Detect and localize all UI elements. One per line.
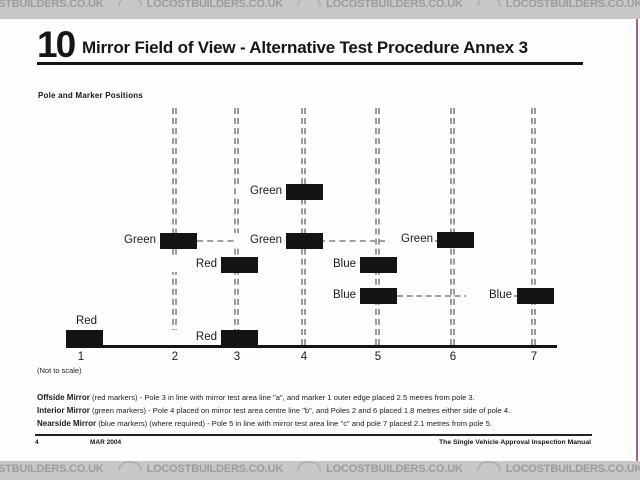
marker-label-red-pole3-upper: Red bbox=[171, 257, 219, 272]
marker-label-blue-pole5-upper: Blue bbox=[308, 257, 358, 272]
note-lead: Nearside Mirror bbox=[37, 419, 97, 429]
marker-green-pole6 bbox=[437, 232, 474, 248]
pole-line-6 bbox=[450, 108, 455, 345]
marker-green-pole2 bbox=[160, 233, 197, 249]
marker-label-green-pole4-top: Green bbox=[236, 184, 284, 199]
watermark-text: LOCOSTBUILDERS.CO.UK bbox=[146, 463, 284, 475]
note-text: (blue markers) (where required) - Pole 5… bbox=[96, 419, 492, 429]
marker-label-green-pole2: Green bbox=[108, 233, 158, 248]
marker-red-pole3-base bbox=[221, 330, 258, 346]
locostbuilders-logo-icon bbox=[476, 0, 501, 6]
marker-red-pole1 bbox=[66, 330, 103, 346]
locostbuilders-logo-icon bbox=[117, 461, 142, 471]
pole-number-5: 5 bbox=[374, 351, 382, 363]
page-title: Mirror Field of View - Alternative Test … bbox=[82, 38, 528, 57]
locostbuilders-logo-icon bbox=[117, 0, 142, 6]
watermark-item: LOCOSTBUILDERS.CO.UK bbox=[0, 462, 104, 477]
locostbuilders-logo-icon bbox=[476, 461, 501, 471]
marker-label-red-pole3-base: Red bbox=[171, 330, 219, 345]
pole-line-7 bbox=[531, 108, 536, 345]
note-nearside-mirror: Nearside Mirror (blue markers) (where re… bbox=[37, 417, 603, 430]
marker-label-green-pole6: Green bbox=[385, 232, 435, 247]
pole-number-1: 1 bbox=[77, 351, 85, 363]
watermark-band-bottom: LOCOSTBUILDERS.CO.UK LOCOSTBUILDERS.CO.U… bbox=[0, 461, 640, 480]
watermark-text: LOCOSTBUILDERS.CO.UK bbox=[505, 0, 640, 10]
diagram-heading: Pole and Marker Positions bbox=[38, 91, 144, 100]
watermark-band-top: LOCOSTBUILDERS.CO.UK LOCOSTBUILDERS.CO.U… bbox=[0, 0, 640, 19]
marker-blue-pole7 bbox=[517, 288, 554, 304]
marker-label-blue-pole5-lower: Blue bbox=[308, 288, 358, 303]
marker-blue-pole5-lower bbox=[360, 288, 397, 304]
watermark-row: LOCOSTBUILDERS.CO.UK LOCOSTBUILDERS.CO.U… bbox=[0, 0, 640, 12]
chapter-number: 10 bbox=[37, 24, 76, 65]
footer-rule bbox=[35, 434, 592, 436]
footer-date: MAR 2004 bbox=[90, 439, 122, 446]
watermark-text: LOCOSTBUILDERS.CO.UK bbox=[0, 0, 104, 10]
blue-row-connector bbox=[397, 295, 518, 297]
marker-label-blue-pole7: Blue bbox=[466, 288, 514, 303]
marker-green-pole4-top bbox=[286, 184, 323, 200]
watermark-text: LOCOSTBUILDERS.CO.UK bbox=[505, 463, 640, 475]
marker-label-red-pole1: Red bbox=[66, 314, 107, 329]
locostbuilders-logo-icon bbox=[297, 461, 322, 471]
pole-number-3: 3 bbox=[233, 351, 241, 363]
watermark-item: LOCOSTBUILDERS.CO.UK bbox=[476, 461, 640, 477]
pole-line-2 bbox=[172, 108, 177, 345]
footer-page-number: 4 bbox=[35, 439, 39, 446]
footer-manual-title: The Single Vehicle Approval Inspection M… bbox=[439, 439, 591, 446]
mirror-notes: Offside Mirror (red markers) - Pole 3 in… bbox=[37, 391, 603, 431]
marker-label-green-pole4: Green bbox=[234, 233, 284, 248]
note-lead: Interior Mirror bbox=[37, 406, 90, 416]
pole-number-7: 7 bbox=[530, 351, 538, 363]
title-rule bbox=[37, 62, 583, 65]
watermark-item: LOCOSTBUILDERS.CO.UK bbox=[297, 461, 463, 477]
note-text: (green markers) - Pole 4 placed on mirro… bbox=[89, 406, 511, 416]
pole-number-6: 6 bbox=[449, 351, 457, 363]
watermark-text: LOCOSTBUILDERS.CO.UK bbox=[0, 463, 104, 475]
diagram-baseline bbox=[66, 345, 557, 348]
watermark-text: LOCOSTBUILDERS.CO.UK bbox=[326, 0, 463, 10]
pole-line-5 bbox=[375, 108, 380, 345]
pole-number-2: 2 bbox=[171, 351, 179, 363]
locostbuilders-logo-icon bbox=[297, 0, 322, 6]
watermark-item: LOCOSTBUILDERS.CO.UK bbox=[0, 0, 104, 12]
watermark-item: LOCOSTBUILDERS.CO.UK bbox=[476, 0, 640, 12]
marker-red-pole3-upper bbox=[221, 257, 258, 273]
pole-line-4 bbox=[301, 108, 306, 345]
note-text: (red markers) - Pole 3 in line with mirr… bbox=[89, 393, 475, 402]
marker-blue-pole5-upper bbox=[360, 257, 397, 273]
not-to-scale-note: (Not to scale) bbox=[37, 366, 82, 375]
marker-green-pole4 bbox=[286, 233, 323, 249]
watermark-text: LOCOSTBUILDERS.CO.UK bbox=[146, 0, 284, 10]
pole-number-4: 4 bbox=[300, 351, 308, 363]
watermark-item: LOCOSTBUILDERS.CO.UK bbox=[297, 0, 463, 12]
watermark-row: LOCOSTBUILDERS.CO.UK LOCOSTBUILDERS.CO.U… bbox=[0, 461, 640, 477]
watermark-item: LOCOSTBUILDERS.CO.UK bbox=[117, 0, 284, 12]
watermark-item: LOCOSTBUILDERS.CO.UK bbox=[117, 461, 284, 477]
pole-line-3 bbox=[234, 108, 239, 345]
note-offside-mirror: Offside Mirror (red markers) - Pole 3 in… bbox=[37, 391, 603, 404]
note-lead: Offside Mirror bbox=[37, 393, 90, 402]
watermark-text: LOCOSTBUILDERS.CO.UK bbox=[326, 463, 463, 475]
scan-edge-line bbox=[636, 19, 638, 461]
note-interior-mirror: Interior Mirror (green markers) - Pole 4… bbox=[37, 404, 603, 417]
